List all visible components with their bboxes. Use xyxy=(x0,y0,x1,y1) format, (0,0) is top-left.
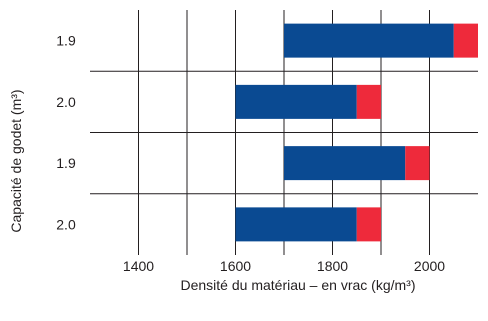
bar-red-2 xyxy=(356,84,381,119)
x-tick-label: 1400 xyxy=(123,258,154,274)
x-tick-labels: 1400 1600 1800 2000 xyxy=(123,258,445,274)
bar-red-3 xyxy=(405,146,430,181)
y-tick-label: 1.9 xyxy=(56,155,76,171)
bar-blue-4 xyxy=(235,207,357,242)
x-tick-label: 1600 xyxy=(220,258,251,274)
y-tick-label: 2.0 xyxy=(56,94,76,110)
y-tick-label: 1.9 xyxy=(56,33,76,49)
y-tick-label: 2.0 xyxy=(56,216,76,232)
bar-blue-1 xyxy=(284,23,454,58)
y-axis-title: Capacité de godet (m³) xyxy=(8,89,24,232)
bar-blue-2 xyxy=(235,84,357,119)
x-axis-title: Densité du matériau – en vrac (kg/m³) xyxy=(181,277,416,293)
bar-red-1 xyxy=(453,23,478,58)
x-tick-label: 2000 xyxy=(414,258,445,274)
bar-layer xyxy=(235,23,478,242)
bar-blue-3 xyxy=(284,146,406,181)
bar-red-4 xyxy=(356,207,381,242)
x-tick-label: 1800 xyxy=(317,258,348,274)
y-tick-labels: 1.9 2.0 1.9 2.0 xyxy=(56,33,76,233)
